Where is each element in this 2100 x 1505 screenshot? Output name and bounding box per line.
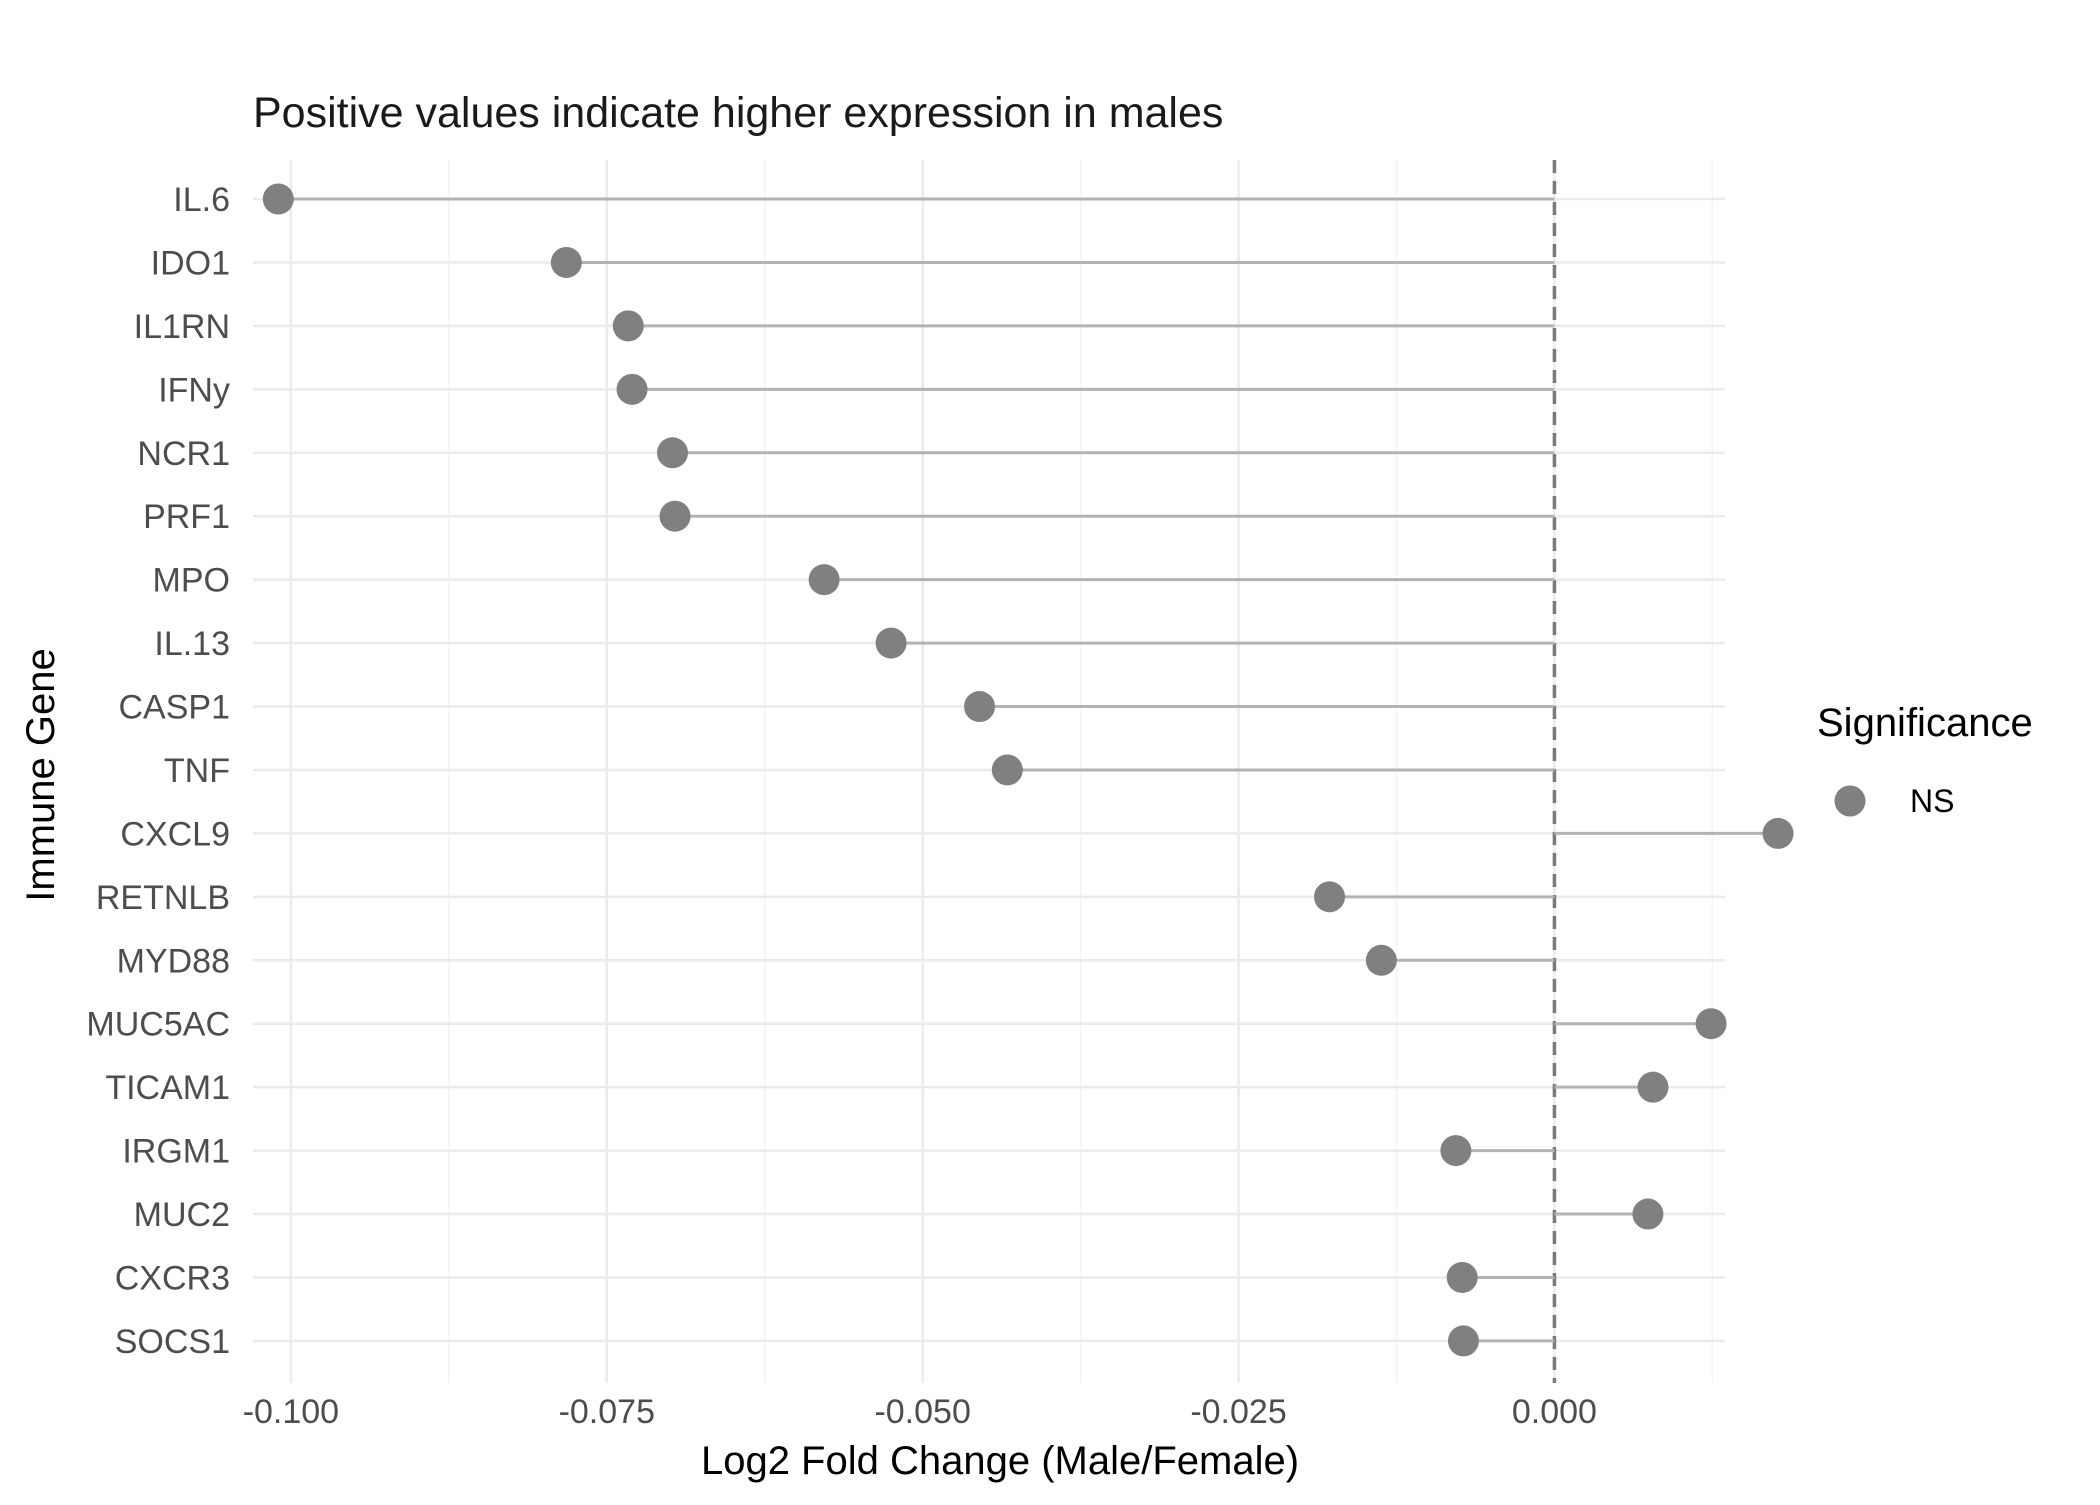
chart-subtitle: Positive values indicate higher expressi…	[253, 89, 1223, 137]
y-tick-label: SOCS1	[115, 1323, 230, 1361]
x-tick-label: -0.075	[559, 1393, 655, 1431]
y-tick-label: CXCL9	[120, 815, 230, 853]
lollipop-point	[1314, 881, 1346, 913]
lollipop-point	[991, 754, 1023, 786]
lollipop-point	[1762, 817, 1794, 849]
y-tick-label: MUC2	[134, 1196, 230, 1234]
legend: Significance NS	[1817, 701, 2033, 819]
y-tick-label: MPO	[153, 562, 230, 600]
y-tick-label: TNF	[164, 752, 230, 790]
y-tick-label: PRF1	[143, 498, 230, 536]
lollipop-point	[964, 691, 996, 723]
y-tick-label: IL.13	[154, 625, 230, 663]
lollipop-point	[875, 627, 907, 659]
lollipop-point	[659, 500, 691, 532]
y-tick-label: TICAM1	[105, 1069, 230, 1107]
y-tick-label: MYD88	[117, 942, 230, 980]
legend-label: NS	[1910, 783, 1954, 819]
lollipop-point	[808, 564, 840, 596]
lollipop-point	[1447, 1325, 1479, 1357]
lollipop-stems	[278, 197, 1779, 1343]
y-tick-label: RETNLB	[96, 879, 230, 917]
x-tick-label: -0.025	[1190, 1393, 1286, 1431]
legend-title: Significance	[1817, 701, 2033, 745]
x-tick-label: 0.000	[1512, 1393, 1597, 1431]
legend-key-point	[1834, 785, 1866, 817]
lollipop-point	[1440, 1135, 1472, 1167]
lollipop-points	[262, 183, 1794, 1357]
lollipop-point	[1637, 1071, 1669, 1103]
grid-lines	[253, 160, 1725, 1383]
lollipop-point	[262, 183, 294, 215]
y-tick-label: IDO1	[151, 244, 230, 282]
lollipop-point	[1632, 1198, 1664, 1230]
y-tick-label: NCR1	[137, 435, 230, 473]
y-tick-label: CASP1	[119, 689, 231, 727]
y-axis-title: Immune Gene	[19, 648, 63, 901]
y-tick-label: IL.6	[173, 181, 230, 219]
x-axis-title: Log2 Fold Change (Male/Female)	[701, 1439, 1299, 1483]
lollipop-point	[656, 437, 688, 469]
y-tick-label: MUC5AC	[86, 1006, 230, 1044]
lollipop-point	[612, 310, 644, 342]
legend-entries: NS	[1834, 783, 1954, 819]
x-axis-tick-labels: -0.100 -0.075 -0.050 -0.025 0.000	[243, 1393, 1597, 1431]
lollipop-point	[1365, 944, 1397, 976]
y-tick-label: CXCR3	[115, 1259, 230, 1297]
lollipop-point	[1446, 1261, 1478, 1293]
y-tick-label: IL1RN	[134, 308, 230, 346]
x-tick-label: -0.050	[874, 1393, 970, 1431]
x-tick-label: -0.100	[243, 1393, 339, 1431]
lollipop-point	[616, 373, 648, 405]
lollipop-point	[1695, 1008, 1727, 1040]
lollipop-point	[550, 246, 582, 278]
y-axis-tick-labels: IL.6 IDO1 IL1RN IFNy NCR1 PRF1 MPO IL.13 CASP1 TN…	[86, 181, 230, 1361]
y-tick-label: IRGM1	[122, 1133, 230, 1171]
y-tick-label: IFNy	[158, 371, 230, 409]
